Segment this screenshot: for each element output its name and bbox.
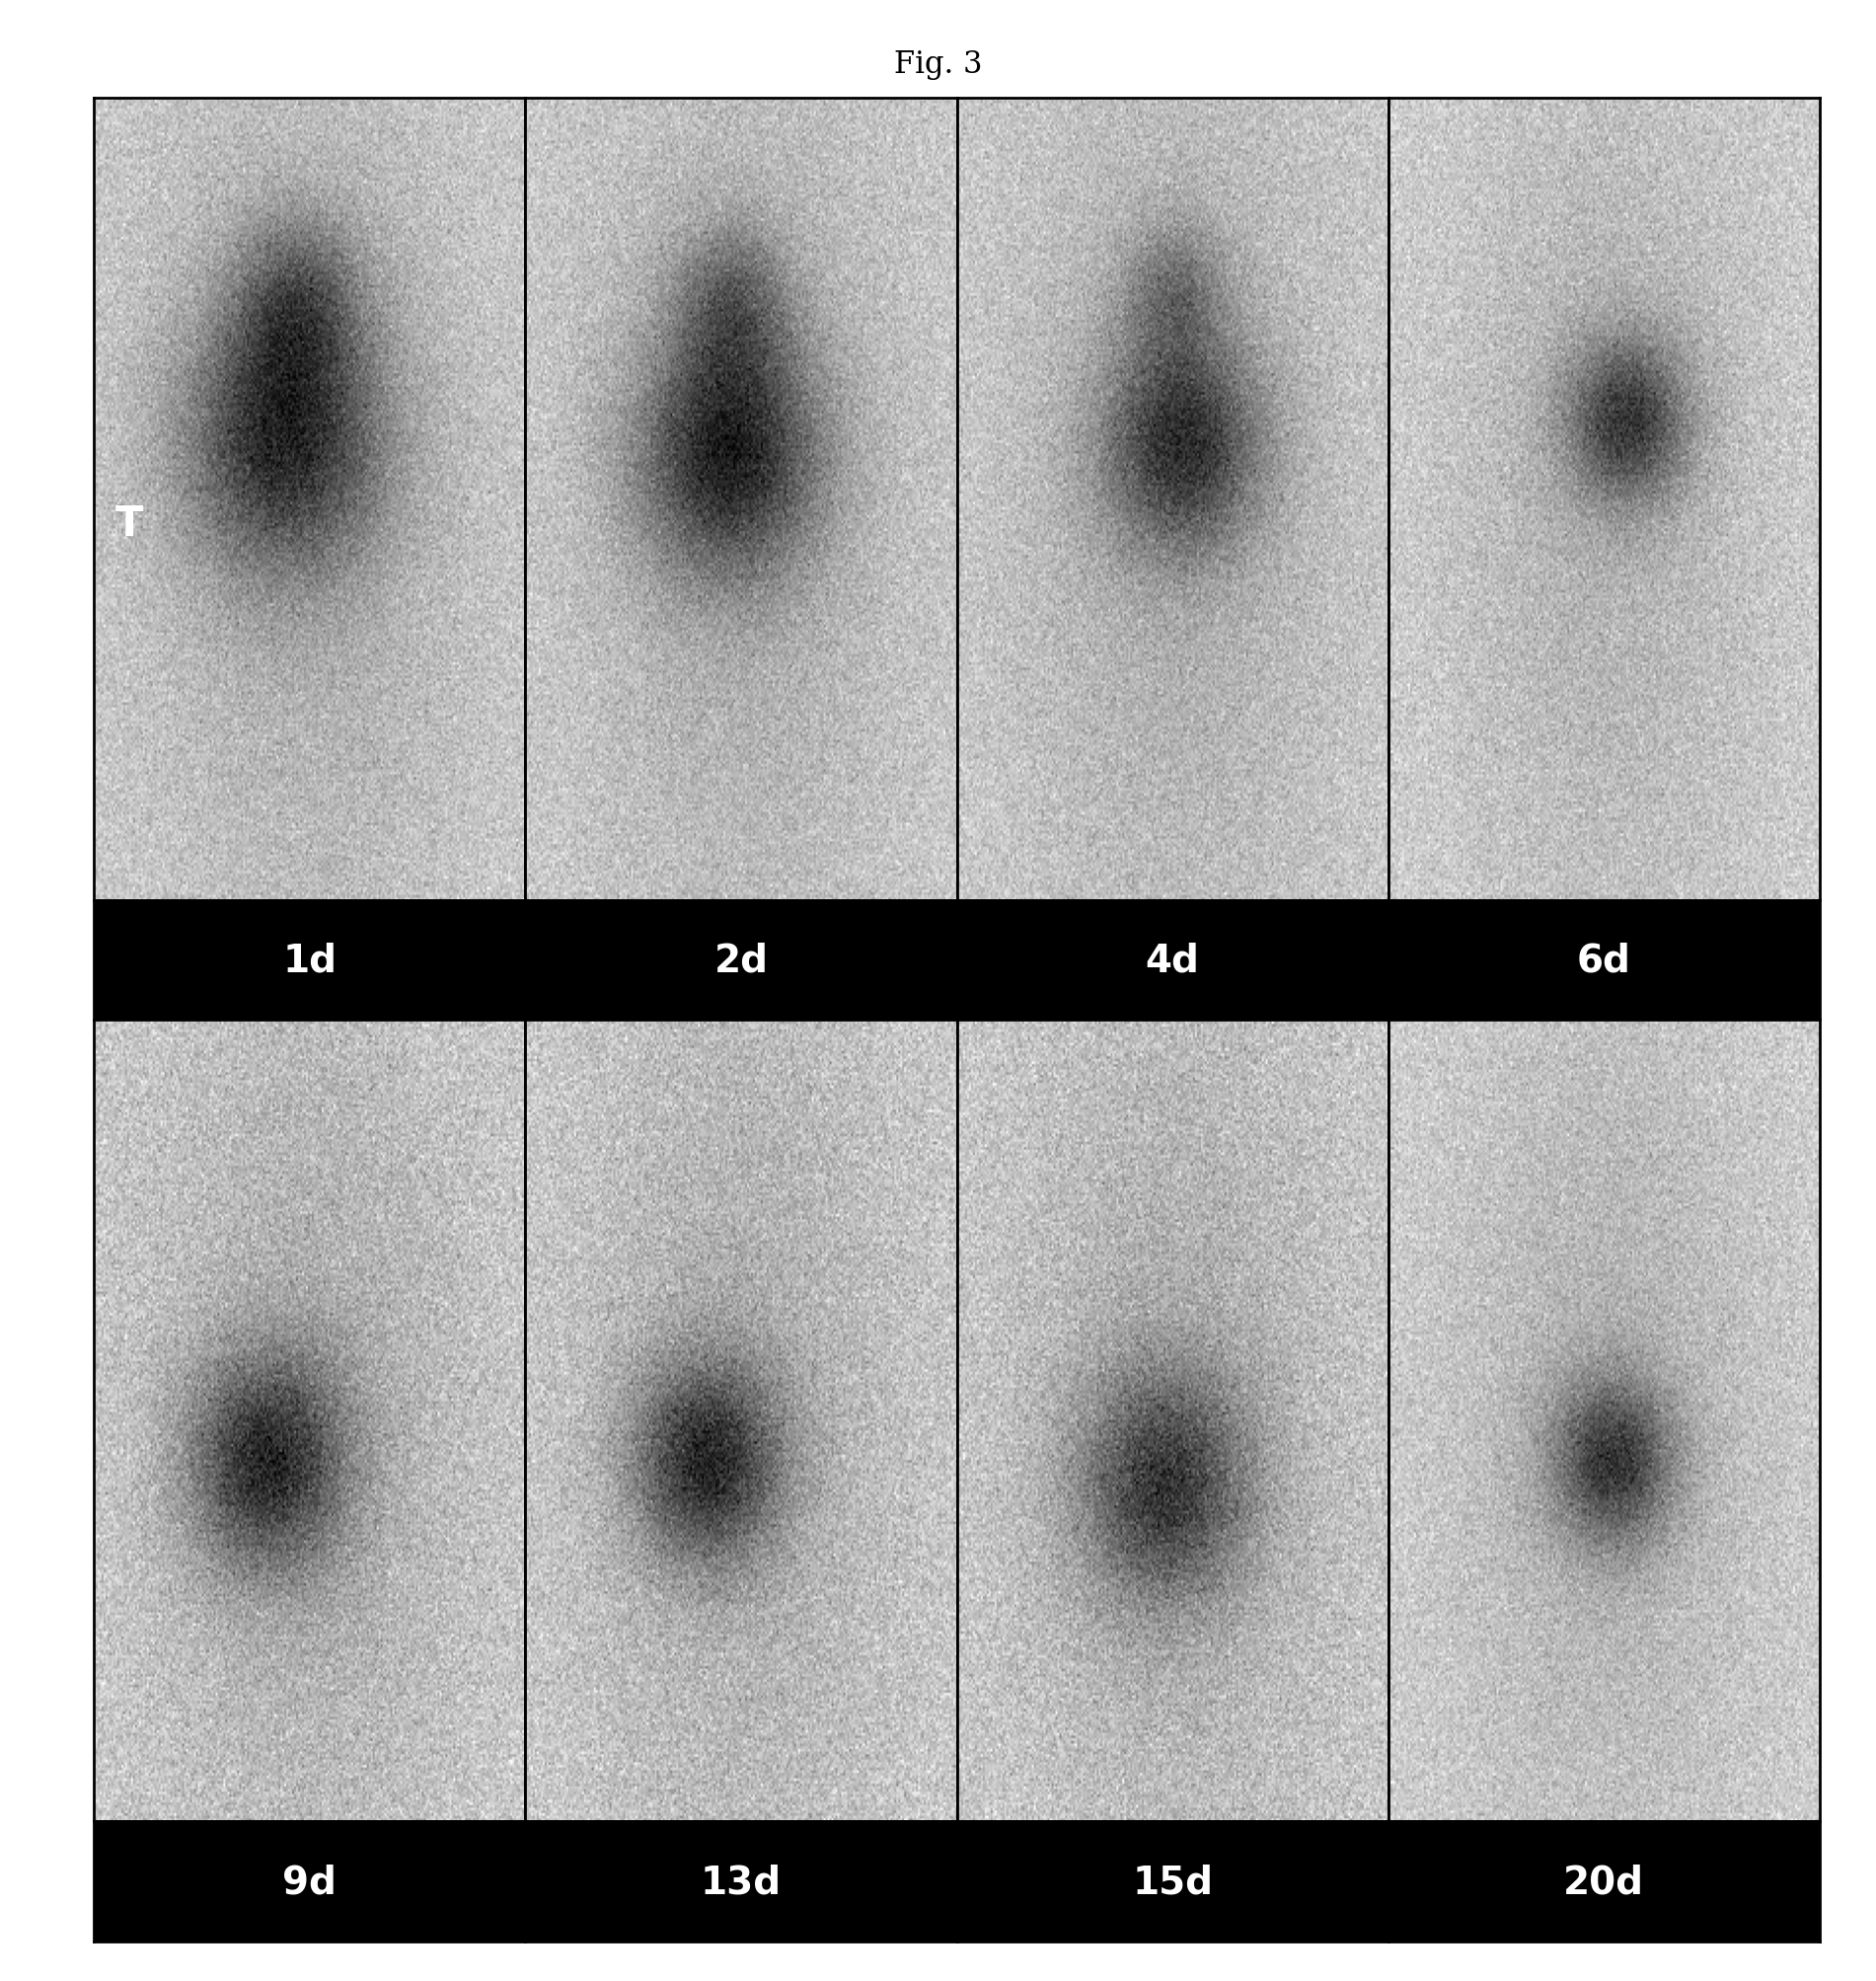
Text: 15d: 15d [1131, 1862, 1214, 1900]
Text: T: T [116, 503, 143, 545]
Text: 9d: 9d [283, 1862, 336, 1900]
Text: 2d: 2d [715, 941, 767, 979]
Text: 1d: 1d [283, 941, 336, 979]
Text: 6d: 6d [1578, 941, 1630, 979]
Text: 13d: 13d [700, 1862, 782, 1900]
Text: 20d: 20d [1563, 1862, 1645, 1900]
Text: 4d: 4d [1146, 941, 1199, 979]
Text: Fig. 3: Fig. 3 [893, 50, 983, 79]
